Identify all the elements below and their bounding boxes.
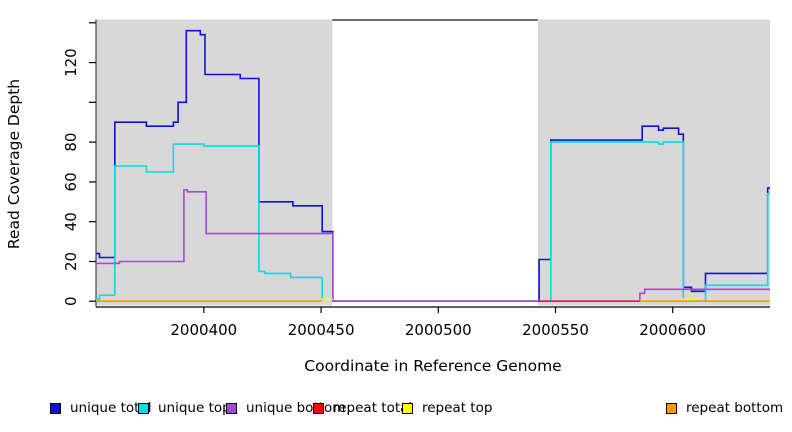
- legend-item-unique-top: unique top: [138, 398, 231, 418]
- legend-item-repeat-top: repeat top: [402, 398, 492, 418]
- legend-swatch-unique-total: [50, 402, 61, 414]
- legend-swatch-repeat-bottom: [666, 402, 677, 414]
- legend-item-unique-total: unique total: [50, 398, 151, 418]
- y-axis-title: Read Coverage Depth: [5, 78, 23, 250]
- y-tick-label: 0: [62, 296, 80, 306]
- series-line-unique-bottom: [96, 189, 770, 302]
- legend-swatch-repeat-total: [313, 402, 324, 414]
- legend-label-repeat-total: repeat total: [333, 400, 413, 416]
- series-group: [96, 29, 770, 302]
- legend-swatch-unique-bottom: [226, 402, 237, 414]
- legend-label-unique-top: unique top: [158, 400, 231, 416]
- y-tick-label: 120: [62, 48, 80, 77]
- legend-label-unique-total: unique total: [70, 400, 152, 416]
- legend-item-repeat-bottom: repeat bottom: [666, 398, 783, 418]
- y-tick-label: 20: [62, 252, 80, 271]
- legend-swatch-repeat-top: [402, 402, 413, 414]
- y-tick-label: 80: [62, 133, 80, 152]
- x-tick-label: 2000550: [522, 321, 589, 339]
- chart-legend: unique total unique top unique bottom repea…: [0, 398, 792, 424]
- x-tick-label: 2000400: [170, 321, 237, 339]
- legend-swatch-unique-top: [138, 402, 149, 414]
- x-tick-label: 2000600: [639, 321, 706, 339]
- masked-region-1: [96, 19, 333, 306]
- y-tick-label: 40: [62, 212, 80, 231]
- y-tick-label: 60: [62, 172, 80, 191]
- x-tick-label: 2000500: [405, 321, 472, 339]
- masked-region-2: [537, 19, 770, 306]
- legend-label-repeat-bottom: repeat bottom: [686, 400, 784, 416]
- legend-label-repeat-top: repeat top: [422, 400, 493, 416]
- legend-item-repeat-total: repeat total: [313, 398, 412, 418]
- x-tick-label: 2000450: [288, 321, 355, 339]
- x-axis-title: Coordinate in Reference Genome: [304, 357, 562, 375]
